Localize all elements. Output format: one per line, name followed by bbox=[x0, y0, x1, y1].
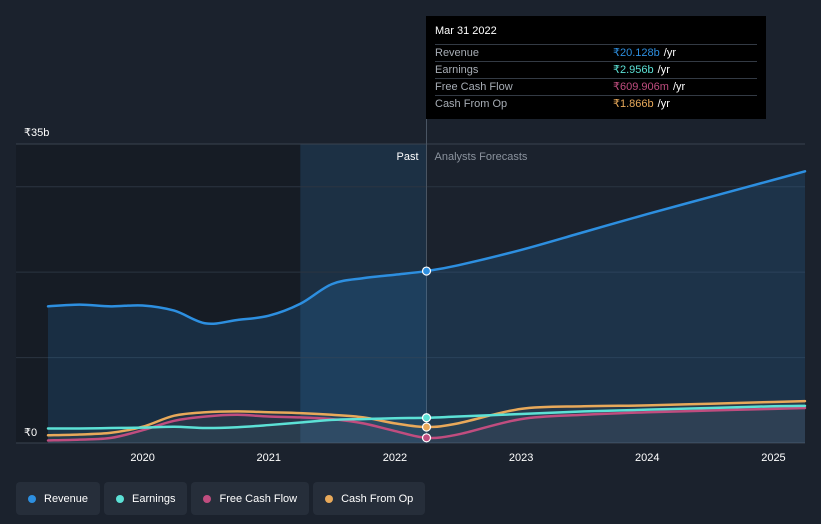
x-tick-label: 2024 bbox=[635, 452, 659, 464]
earnings-line bbox=[46, 404, 807, 430]
tooltip-row-unit: /yr bbox=[663, 47, 676, 59]
legend-label: Free Cash Flow bbox=[219, 492, 298, 505]
revenue-line bbox=[46, 170, 807, 326]
chart-tooltip: Mar 31 2022 Revenue ₹20.128b/yr Earnings ₹2… bbox=[426, 16, 766, 119]
revenue-area bbox=[48, 171, 805, 443]
legend-item-earnings[interactable]: Earnings bbox=[104, 482, 188, 515]
chart-markers bbox=[421, 266, 432, 443]
cash-from-op-marker bbox=[421, 422, 432, 432]
legend-label: Revenue bbox=[44, 492, 89, 505]
legend-dot-icon bbox=[203, 494, 212, 503]
revenue-marker bbox=[421, 266, 432, 276]
legend-label: Cash From Op bbox=[341, 492, 414, 505]
past-label: Past bbox=[396, 151, 418, 163]
legend-item-cash-from-op[interactable]: Cash From Op bbox=[313, 482, 426, 515]
legend-dot-icon bbox=[325, 494, 334, 503]
y-tick-label-top: ₹35b bbox=[24, 127, 49, 139]
tooltip-row-value: ₹609.906m bbox=[613, 81, 669, 93]
chart-legend: Revenue Earnings Free Cash Flow Cash From O… bbox=[16, 482, 426, 515]
x-tick-label: 2025 bbox=[761, 452, 785, 464]
x-tick-label: 2022 bbox=[383, 452, 407, 464]
free-cash-flow-line bbox=[46, 406, 807, 442]
x-tick-label: 2023 bbox=[509, 452, 533, 464]
chart-labels: ₹35b ₹0 2020 2021 2022 2023 2024 2025 Past Analys… bbox=[24, 127, 786, 464]
earnings-marker bbox=[421, 413, 432, 423]
tooltip-row-value: ₹2.956b bbox=[613, 64, 654, 76]
legend-dot-icon bbox=[116, 494, 125, 503]
free-cash-flow-area bbox=[48, 407, 805, 443]
tooltip-row: Earnings ₹2.956b/yr bbox=[435, 61, 757, 78]
x-tick-label: 2020 bbox=[130, 452, 154, 464]
cash-from-op-line bbox=[46, 399, 807, 437]
tooltip-row-unit: /yr bbox=[672, 81, 686, 93]
tooltip-row-unit: /yr bbox=[657, 64, 670, 76]
tooltip-row-label: Free Cash Flow bbox=[435, 81, 513, 93]
tooltip-row: Cash From Op ₹1.866b/yr bbox=[435, 95, 757, 112]
legend-item-free-cash-flow[interactable]: Free Cash Flow bbox=[191, 482, 310, 515]
x-tick-label: 2021 bbox=[257, 452, 281, 464]
past-highlight-band bbox=[300, 144, 427, 443]
tooltip-date: Mar 31 2022 bbox=[435, 25, 497, 37]
past-region bbox=[16, 144, 301, 443]
tooltip-row: Free Cash Flow ₹609.906m/yr bbox=[435, 78, 757, 95]
tooltip-row-label: Cash From Op bbox=[435, 98, 508, 110]
tooltip-row-value: ₹20.128b bbox=[613, 47, 660, 59]
legend-label: Earnings bbox=[132, 492, 176, 505]
tooltip-row-unit: /yr bbox=[657, 98, 670, 110]
financial-chart: ₹35b ₹0 2020 2021 2022 2023 2024 2025 Past Analys… bbox=[16, 16, 807, 464]
legend-dot-icon bbox=[28, 494, 36, 503]
y-tick-label-bottom: ₹0 bbox=[24, 427, 37, 439]
chart-lines bbox=[46, 170, 807, 442]
chart-bands bbox=[16, 144, 427, 443]
tooltip-row-value: ₹1.866b bbox=[613, 98, 654, 110]
free-cash-flow-marker bbox=[421, 433, 432, 443]
tooltip-row: Revenue ₹20.128b/yr bbox=[435, 44, 757, 61]
forecast-label: Analysts Forecasts bbox=[435, 151, 528, 163]
tooltip-row-label: Revenue bbox=[435, 47, 480, 59]
tooltip-row-label: Earnings bbox=[435, 64, 479, 76]
legend-item-revenue[interactable]: Revenue bbox=[16, 482, 101, 515]
